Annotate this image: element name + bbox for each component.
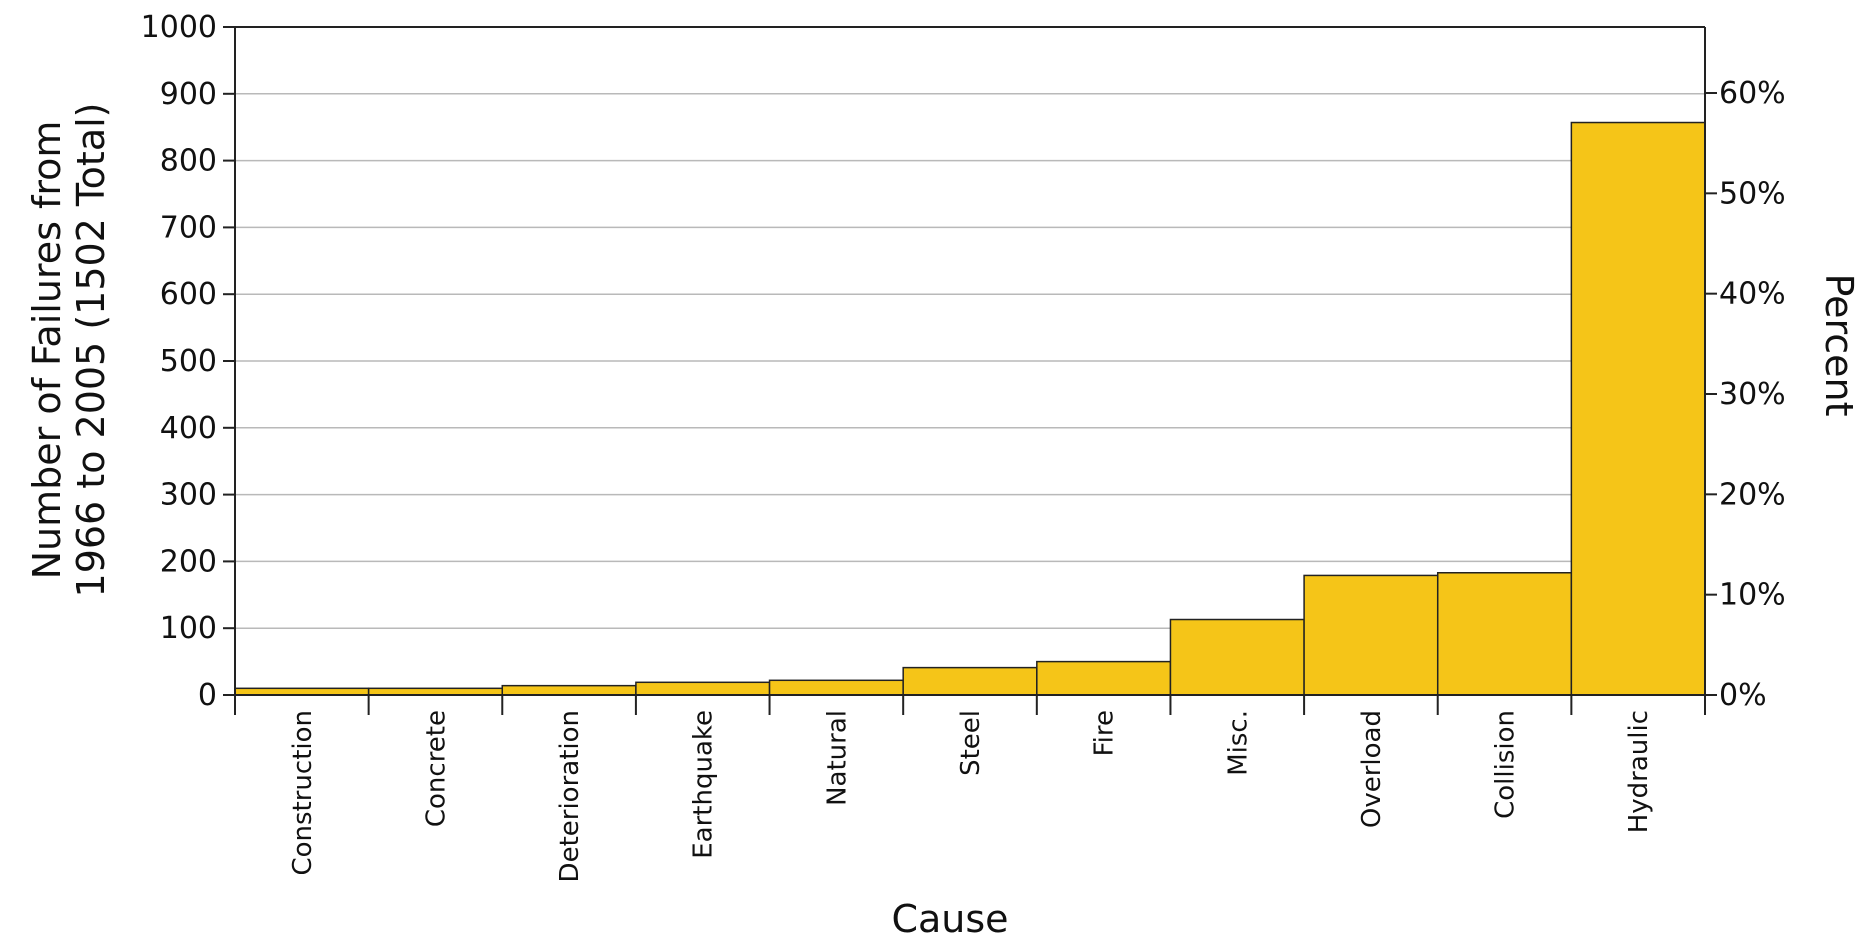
y2-tick-label: 0% [1719, 678, 1767, 713]
y2-tick-label: 10% [1719, 578, 1786, 613]
y2-tick-label: 60% [1719, 76, 1786, 111]
category-label: Concrete [421, 710, 451, 827]
bar-hydraulic [1570, 121, 1706, 696]
category-label: Fire [1090, 710, 1120, 756]
y2-tick-label: 40% [1719, 277, 1786, 312]
y-tick-label: 1000 [141, 10, 217, 45]
category-label: Natural [822, 710, 852, 806]
bar-concrete [367, 687, 504, 696]
bar-natural [768, 679, 904, 696]
category-label: Misc. [1223, 710, 1253, 776]
y-tick-label: 800 [160, 144, 217, 179]
bar-deterioration [501, 684, 637, 696]
category-label: Construction [288, 710, 318, 876]
right-axis-ticks: 0% 10% 20% 30% 40% 50% 60% [1705, 76, 1786, 713]
bar-earthquake [635, 681, 771, 696]
y-tick-label: 400 [160, 411, 217, 446]
bar-collision [1436, 572, 1573, 696]
y-axis-title-line-2: 1966 to 2005 (1502 Total) [69, 103, 113, 598]
left-axis-ticks: 0 100 200 300 400 500 600 700 800 900 1000 [141, 10, 235, 713]
bar-misc [1169, 618, 1305, 696]
grid-lines [235, 93, 1705, 629]
y2-tick-label: 20% [1719, 477, 1786, 512]
y2-tick-label: 30% [1719, 377, 1786, 412]
category-label: Overload [1357, 710, 1387, 828]
y-tick-label: 700 [160, 210, 217, 245]
bar-construction [234, 687, 370, 696]
bars [234, 121, 1706, 696]
y-tick-label: 300 [160, 478, 217, 513]
axes [234, 26, 1706, 715]
category-label: Deterioration [555, 710, 585, 882]
y-tick-label: 500 [160, 344, 217, 379]
right-axis-title: Percent [1817, 274, 1860, 417]
category-labels: Construction Concrete Deterioration Earthqu… [234, 695, 1706, 882]
category-label: Hydraulic [1624, 710, 1654, 833]
category-label: Collision [1491, 710, 1521, 819]
x-axis-title: Cause [891, 897, 1008, 937]
y-axis-title-line-1: Number of Failures from [25, 121, 69, 580]
category-label: Steel [956, 710, 986, 776]
bar-overload [1303, 574, 1439, 696]
y-tick-label: 900 [160, 77, 217, 112]
bar-steel [902, 666, 1038, 696]
y-tick-label: 200 [160, 544, 217, 579]
y-axis-title: Number of Failures from 1966 to 2005 (15… [25, 103, 113, 598]
y-tick-label: 600 [160, 277, 217, 312]
bar-fire [1036, 660, 1172, 696]
y2-tick-label: 50% [1719, 176, 1786, 211]
y-tick-label: 0 [198, 678, 217, 713]
category-label: Earthquake [689, 710, 719, 859]
y-tick-label: 100 [160, 611, 217, 646]
